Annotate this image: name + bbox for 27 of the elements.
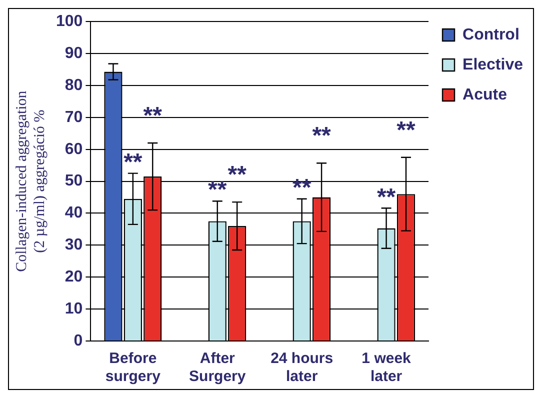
annotation: ** [143, 102, 163, 130]
y-tick-label: 100 [56, 13, 83, 30]
y-tick-label: 30 [64, 236, 83, 254]
legend-label: Elective [462, 56, 524, 74]
annotation: ** [208, 176, 228, 204]
x-tick-label: After Surgery [189, 350, 246, 386]
x-tick-label: Before surgery [105, 350, 162, 386]
annotation: ** [376, 184, 396, 211]
y-tick-label: 10 [64, 300, 83, 318]
annotation: ** [292, 174, 312, 202]
y-tick-label: 60 [64, 140, 83, 158]
y-tick-label: 0 [74, 332, 83, 350]
annotation: ** [124, 148, 143, 176]
legend-label: Control [462, 26, 520, 44]
x-tick-label: 24 hours later [270, 350, 334, 386]
y-tick-label: 40 [64, 204, 83, 222]
y-tick-label: 20 [64, 268, 83, 286]
y-axis-title: Collagen-induced aggregation (2 µg/ml) aggregáció % [14, 90, 48, 272]
y-tick-label: 70 [64, 108, 83, 126]
annotation: ** [396, 116, 416, 144]
y-tick-label: 90 [64, 44, 83, 62]
annotation: ** [312, 122, 332, 150]
y-tick-label: 80 [64, 76, 83, 94]
legend-label: Acute [462, 86, 508, 104]
annotation: ** [228, 162, 248, 189]
x-tick-label: 1 week later [362, 350, 412, 386]
y-tick-label: 50 [64, 172, 83, 190]
